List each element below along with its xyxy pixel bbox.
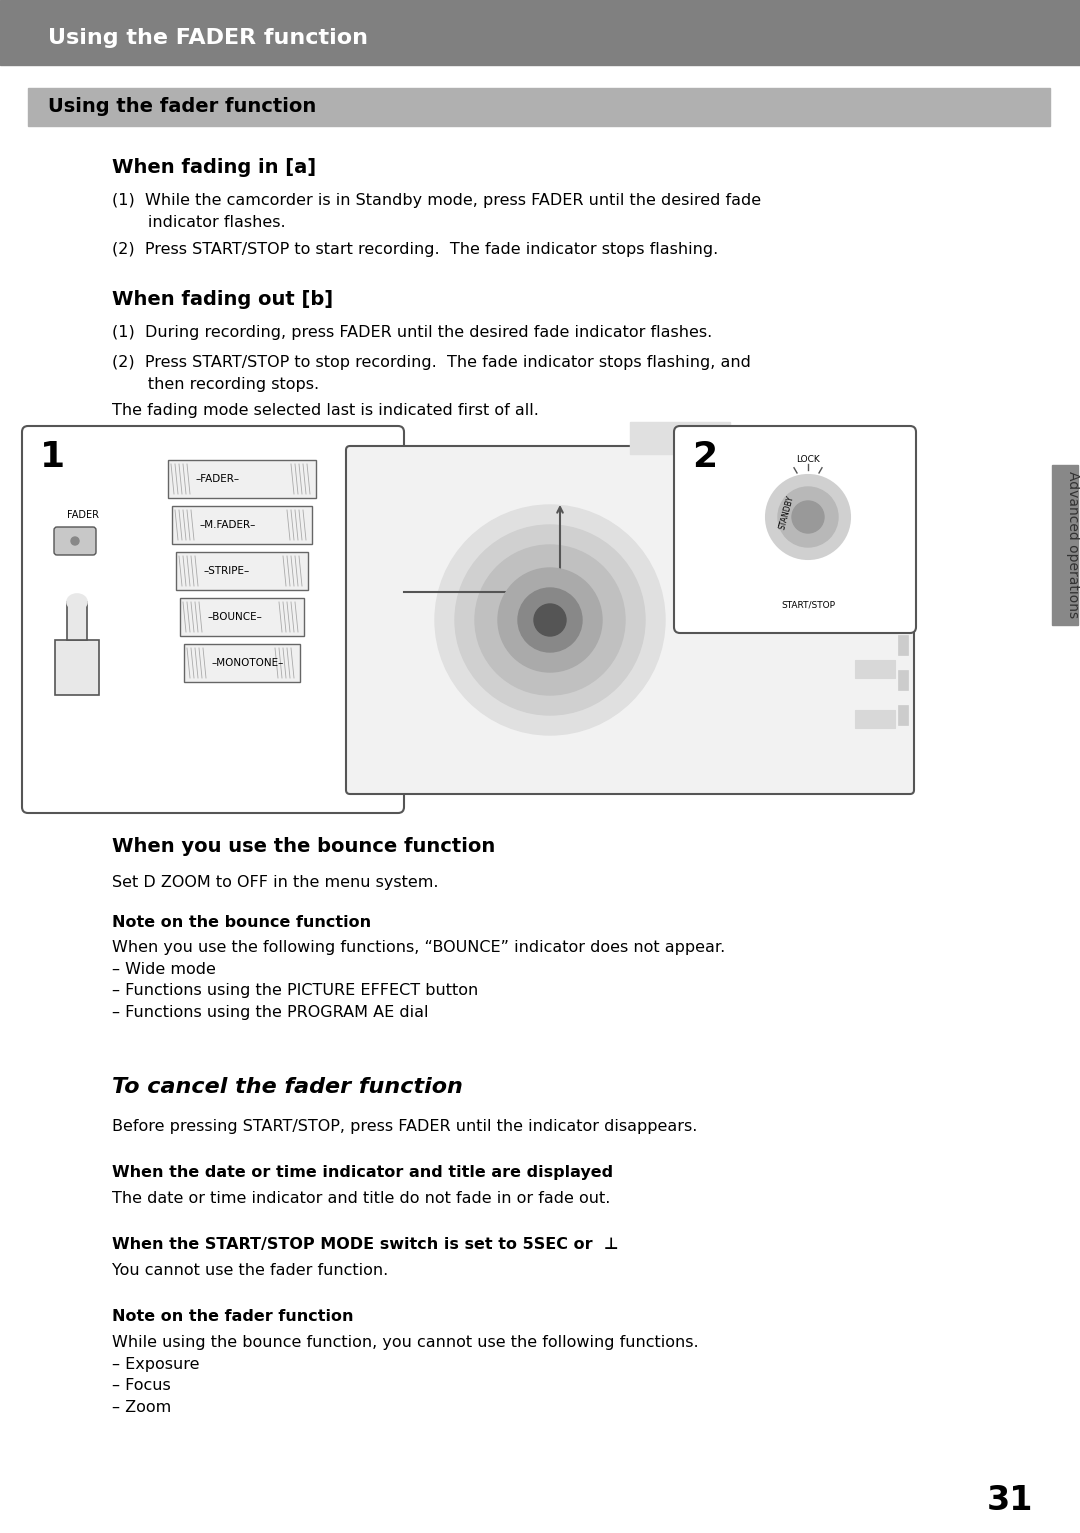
Text: –STRIPE–: –STRIPE–	[204, 566, 251, 576]
Circle shape	[435, 504, 665, 734]
Text: START/STOP: START/STOP	[781, 601, 835, 610]
Text: (1)  While the camcorder is in Standby mode, press FADER until the desired fade
: (1) While the camcorder is in Standby mo…	[112, 193, 761, 230]
Text: (1)  During recording, press FADER until the desired fade indicator flashes.: (1) During recording, press FADER until …	[112, 325, 712, 340]
Text: Note on the bounce function: Note on the bounce function	[112, 915, 372, 931]
Text: –BOUNCE–: –BOUNCE–	[208, 612, 262, 622]
Ellipse shape	[67, 593, 87, 610]
Bar	[184, 644, 300, 682]
FancyBboxPatch shape	[674, 426, 916, 633]
Bar	[168, 460, 316, 498]
Bar	[855, 510, 895, 527]
Text: Advanced operations: Advanced operations	[1066, 472, 1080, 618]
Text: Note on the fader function: Note on the fader function	[112, 1309, 353, 1325]
Circle shape	[766, 475, 850, 560]
Text: The date or time indicator and title do not fade in or fade out.: The date or time indicator and title do …	[112, 1191, 610, 1206]
Circle shape	[792, 501, 824, 533]
Text: When fading in [a]: When fading in [a]	[112, 158, 316, 176]
Text: Using the FADER function: Using the FADER function	[48, 28, 368, 48]
Text: 2: 2	[692, 440, 717, 474]
Bar	[855, 661, 895, 678]
FancyBboxPatch shape	[54, 527, 96, 555]
Circle shape	[455, 524, 645, 714]
Text: –M.FADER–: –M.FADER–	[200, 520, 256, 530]
Text: The fading mode selected last is indicated first of all.: The fading mode selected last is indicat…	[112, 403, 539, 419]
FancyBboxPatch shape	[346, 446, 914, 794]
Polygon shape	[55, 639, 99, 694]
Text: When you use the bounce function: When you use the bounce function	[112, 837, 496, 855]
Text: When the date or time indicator and title are displayed: When the date or time indicator and titl…	[112, 1165, 613, 1180]
Text: When you use the following functions, “BOUNCE” indicator does not appear.
– Wide: When you use the following functions, “B…	[112, 940, 726, 1019]
Bar	[172, 506, 312, 544]
Circle shape	[71, 537, 79, 546]
Text: You cannot use the fader function.: You cannot use the fader function.	[112, 1263, 388, 1279]
Text: LOCK: LOCK	[796, 455, 820, 464]
Bar	[855, 560, 895, 578]
Text: Using the fader function: Using the fader function	[48, 98, 316, 117]
Text: FADER: FADER	[67, 510, 99, 520]
Text: While using the bounce function, you cannot use the following functions.
– Expos: While using the bounce function, you can…	[112, 1335, 699, 1415]
Circle shape	[778, 487, 838, 547]
Text: Set D ZOOM to OFF in the menu system.: Set D ZOOM to OFF in the menu system.	[112, 875, 438, 891]
Bar	[897, 635, 908, 655]
Bar	[897, 670, 908, 690]
Bar	[1052, 464, 1078, 625]
Text: –FADER–: –FADER–	[195, 474, 240, 484]
Text: (2)  Press START/STOP to start recording.  The fade indicator stops flashing.: (2) Press START/STOP to start recording.…	[112, 242, 718, 258]
Bar	[855, 610, 895, 629]
Bar	[897, 599, 908, 619]
Circle shape	[518, 589, 582, 652]
Text: 31: 31	[987, 1484, 1034, 1516]
Bar	[176, 552, 308, 590]
Circle shape	[498, 569, 602, 671]
Circle shape	[475, 546, 625, 694]
Bar	[630, 422, 730, 454]
Bar	[855, 710, 895, 728]
Text: (2)  Press START/STOP to stop recording.  The fade indicator stops flashing, and: (2) Press START/STOP to stop recording. …	[112, 356, 751, 391]
Text: STANDBY: STANDBY	[778, 494, 796, 530]
Bar	[180, 598, 303, 636]
Bar	[28, 87, 1050, 126]
Text: –MONOTONE–: –MONOTONE–	[212, 658, 284, 668]
Bar	[0, 0, 1080, 64]
Polygon shape	[67, 602, 87, 639]
Text: To cancel the fader function: To cancel the fader function	[112, 1078, 463, 1098]
Text: Before pressing START/STOP, press FADER until the indicator disappears.: Before pressing START/STOP, press FADER …	[112, 1119, 698, 1134]
Text: When the START/STOP MODE switch is set to 5SEC or  ⊥: When the START/STOP MODE switch is set t…	[112, 1237, 619, 1252]
Circle shape	[534, 604, 566, 636]
FancyBboxPatch shape	[22, 426, 404, 812]
Text: When fading out [b]: When fading out [b]	[112, 290, 333, 310]
Text: 1: 1	[40, 440, 65, 474]
Bar	[897, 705, 908, 725]
Bar	[897, 566, 908, 586]
Bar	[897, 530, 908, 550]
